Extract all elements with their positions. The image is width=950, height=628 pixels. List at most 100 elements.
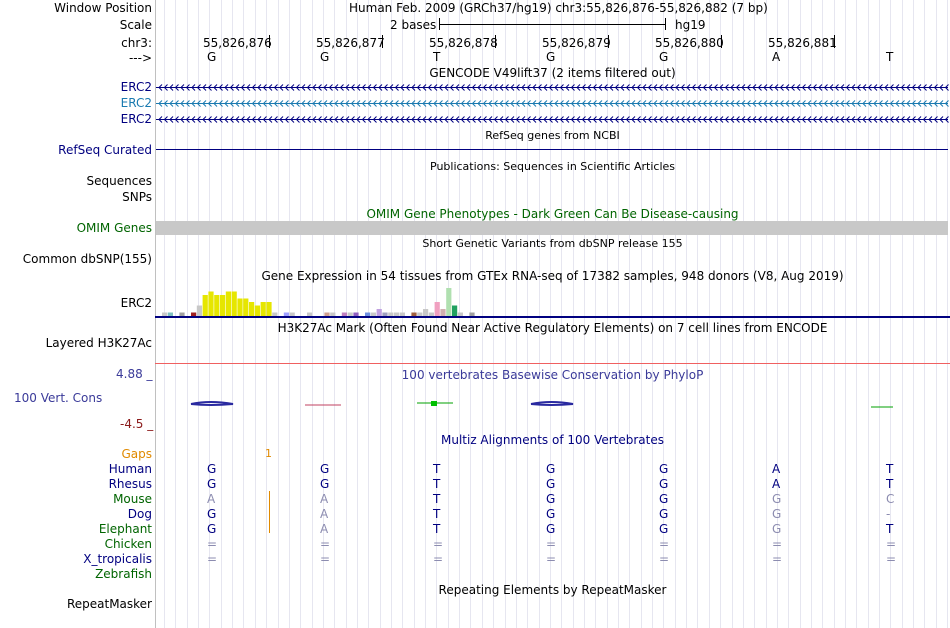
ruler-position: 55,826,881	[768, 36, 837, 50]
aligned-base: G	[659, 477, 669, 491]
species-label[interactable]: Human	[108, 462, 152, 476]
gencode-title[interactable]: GENCODE V49lift37 (2 items filtered out)	[429, 66, 676, 80]
multiz-title[interactable]: Multiz Alignments of 100 Vertebrates	[440, 433, 665, 447]
ruler-position: 55,826,876	[203, 36, 272, 50]
pubs-title[interactable]: Publications: Sequences in Scientific Ar…	[430, 160, 675, 173]
aligned-base: A	[320, 492, 329, 506]
gtex-bar	[237, 298, 243, 316]
repeat-title[interactable]: Repeating Elements by RepeatMasker	[438, 583, 667, 597]
aligned-base: =	[659, 537, 670, 551]
gtex-bar	[254, 305, 260, 316]
aligned-base: T	[886, 522, 894, 536]
gtex-bar-chart[interactable]	[155, 282, 950, 318]
scale-db: hg19	[675, 18, 706, 32]
species-label[interactable]: Dog	[127, 507, 152, 521]
aligned-base: T	[433, 462, 441, 476]
omim-label[interactable]: OMIM Genes	[76, 221, 152, 235]
gtex-bar	[249, 302, 255, 316]
aligned-base: T	[433, 507, 441, 521]
gap-marker	[269, 491, 270, 533]
gtex-title[interactable]: Gene Expression in 54 tissues from GTEx …	[261, 269, 844, 283]
ruler-tick	[721, 35, 722, 48]
aligned-base: G	[659, 522, 669, 536]
gtex-bar	[370, 312, 376, 316]
species-label[interactable]: Rhesus	[108, 477, 152, 491]
gencode-item-3[interactable]: ERC2	[120, 112, 152, 126]
aligned-base: =	[320, 537, 331, 551]
dbsnp-label[interactable]: Common dbSNP(155)	[22, 252, 152, 266]
species-label[interactable]: Mouse	[113, 492, 152, 506]
gtex-label[interactable]: ERC2	[120, 296, 152, 310]
aligned-base: G	[772, 522, 782, 536]
gtex-bar	[179, 312, 185, 316]
aligned-base: =	[433, 552, 444, 566]
gtex-bar	[231, 291, 237, 316]
aligned-base: G	[659, 507, 669, 521]
gtex-bar	[376, 309, 382, 316]
species-label[interactable]: Elephant	[98, 522, 152, 536]
gtex-bar	[191, 312, 197, 316]
gencode-item-1[interactable]: ERC2	[120, 80, 152, 94]
aligned-base: G	[546, 492, 556, 506]
phylop-signal[interactable]	[155, 396, 950, 412]
aligned-base: =	[546, 552, 557, 566]
window-position-value[interactable]: Human Feb. 2009 (GRCh37/hg19) chr3:55,82…	[349, 1, 768, 15]
gtex-bar	[283, 312, 289, 316]
reference-base: G	[207, 50, 217, 64]
refseq-title[interactable]: RefSeq genes from NCBI	[485, 129, 620, 142]
aligned-base: =	[772, 537, 783, 551]
aligned-base: =	[433, 537, 444, 551]
ruler-tick	[269, 35, 270, 48]
aligned-base: =	[772, 552, 783, 566]
gencode-item-2[interactable]: ERC2	[120, 96, 152, 110]
gencode-strand-chevrons	[158, 100, 949, 107]
reference-base: G	[659, 50, 669, 64]
phylop-peak-3-bar	[431, 401, 437, 406]
omim-gene-bar[interactable]	[156, 221, 948, 235]
gaps-count: 1	[265, 447, 272, 460]
pubs-snps-label[interactable]: SNPs	[122, 190, 152, 204]
reference-base: G	[546, 50, 556, 64]
scale-label: Scale	[119, 18, 152, 32]
h3k27ac-label[interactable]: Layered H3K27Ac	[45, 336, 152, 350]
aligned-base: G	[207, 462, 217, 476]
phylop-label[interactable]: 100 Vert. Cons	[14, 391, 103, 405]
gtex-bar	[440, 309, 446, 316]
ruler-tick	[382, 35, 383, 48]
chrom-label: chr3:	[121, 36, 152, 50]
gtex-bar	[208, 291, 214, 316]
aligned-base: G	[772, 492, 782, 506]
aligned-base: A	[772, 462, 781, 476]
gtex-bar	[434, 302, 440, 316]
gtex-bar	[457, 312, 463, 316]
ruler-position: 55,826,878	[429, 36, 498, 50]
aligned-base: A	[772, 477, 781, 491]
gtex-bar	[365, 312, 371, 316]
phylop-peak-1	[190, 401, 234, 406]
window-position-label: Window Position	[54, 1, 152, 15]
gencode-gene-tracks[interactable]	[155, 80, 950, 128]
refseq-label[interactable]: RefSeq Curated	[58, 143, 152, 157]
gtex-bar	[243, 298, 249, 316]
species-label[interactable]: Zebrafish	[95, 567, 152, 581]
scale-value: 2 bases	[390, 18, 437, 32]
species-label[interactable]: Chicken	[104, 537, 152, 551]
ruler-position: 55,826,880	[655, 36, 724, 50]
h3k27ac-title[interactable]: H3K27Ac Mark (Often Found Near Active Re…	[277, 321, 828, 335]
pubs-sequences-label[interactable]: Sequences	[86, 174, 152, 188]
dbsnp-title[interactable]: Short Genetic Variants from dbSNP releas…	[422, 237, 683, 250]
aligned-base: G	[546, 507, 556, 521]
gtex-bar	[196, 305, 202, 316]
gtex-bar	[220, 295, 226, 316]
strand-label: --->	[128, 51, 152, 65]
aligned-base: =	[886, 537, 897, 551]
gtex-bar	[289, 312, 295, 316]
gtex-bar	[272, 312, 278, 316]
aligned-base: G	[207, 522, 217, 536]
omim-title[interactable]: OMIM Gene Phenotypes - Dark Green Can Be…	[366, 207, 739, 221]
species-label[interactable]: X_tropicalis	[83, 552, 152, 566]
phylop-title[interactable]: 100 vertebrates Basewise Conservation by…	[401, 368, 704, 382]
aligned-base: G	[772, 507, 782, 521]
repeat-label[interactable]: RepeatMasker	[66, 597, 152, 611]
refseq-gene-line[interactable]	[156, 149, 948, 150]
